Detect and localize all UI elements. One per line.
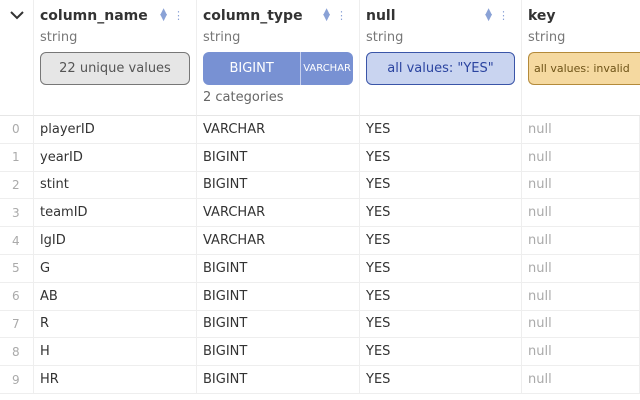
row-index: 9: [0, 366, 34, 394]
column-type-cell[interactable]: BIGINT: [197, 310, 360, 339]
null-cell[interactable]: YES: [360, 143, 522, 172]
summary-pill[interactable]: 22 unique values: [40, 52, 190, 85]
column-header-column_name[interactable]: column_name string ▲ ▼ ⋮ 22 unique values: [34, 0, 197, 116]
key-cell[interactable]: null: [522, 310, 640, 339]
column-name-cell[interactable]: lgID: [34, 227, 197, 255]
more-options-icon[interactable]: ⋮: [336, 9, 347, 22]
column-name-cell[interactable]: R: [34, 310, 197, 339]
null-cell[interactable]: YES: [360, 199, 522, 228]
column-type-cell[interactable]: BIGINT: [197, 143, 360, 172]
null-cell[interactable]: YES: [360, 227, 522, 255]
summary-pill[interactable]: all values: "YES": [366, 52, 515, 85]
column-type-cell[interactable]: BIGINT: [197, 338, 360, 367]
column-name-cell[interactable]: HR: [34, 366, 197, 394]
chevron-down-icon: [9, 11, 24, 20]
null-cell[interactable]: YES: [360, 282, 522, 311]
key-cell[interactable]: null: [522, 338, 640, 367]
key-cell[interactable]: null: [522, 116, 640, 144]
column-type-cell[interactable]: BIGINT: [197, 171, 360, 200]
category-bar: BIGINT VARCHAR: [203, 52, 353, 85]
column-title: null: [366, 8, 396, 24]
column-header-null[interactable]: null string ▲ ▼ ⋮ all values: "YES": [360, 0, 522, 116]
column-type-cell[interactable]: BIGINT: [197, 254, 360, 283]
row-index: 6: [0, 282, 34, 311]
collapse-toggle[interactable]: [0, 0, 34, 116]
null-cell[interactable]: YES: [360, 116, 522, 144]
sort-icon[interactable]: ▲ ▼: [485, 7, 492, 23]
row-index: 5: [0, 254, 34, 283]
row-index: 3: [0, 199, 34, 228]
row-index: 1: [0, 143, 34, 172]
more-options-icon[interactable]: ⋮: [498, 9, 509, 22]
row-index: 2: [0, 171, 34, 200]
key-cell[interactable]: null: [522, 227, 640, 255]
null-cell[interactable]: YES: [360, 171, 522, 200]
column-name-cell[interactable]: stint: [34, 171, 197, 200]
row-index: 0: [0, 116, 34, 144]
column-name-cell[interactable]: playerID: [34, 116, 197, 144]
null-cell[interactable]: YES: [360, 254, 522, 283]
column-name-cell[interactable]: AB: [34, 282, 197, 311]
column-title: column_type: [203, 8, 303, 24]
sort-icon[interactable]: ▲ ▼: [160, 7, 167, 23]
row-index: 4: [0, 227, 34, 255]
row-index: 8: [0, 338, 34, 367]
null-cell[interactable]: YES: [360, 310, 522, 339]
category-count: 2 categories: [203, 90, 284, 105]
column-type-label: string: [528, 30, 566, 45]
key-cell[interactable]: null: [522, 366, 640, 394]
column-name-cell[interactable]: H: [34, 338, 197, 367]
column-name-cell[interactable]: yearID: [34, 143, 197, 172]
column-name-cell[interactable]: teamID: [34, 199, 197, 228]
category-segment-bigint[interactable]: BIGINT: [203, 52, 302, 85]
column-type-cell[interactable]: VARCHAR: [197, 199, 360, 228]
column-header-column_type[interactable]: column_type string ▲ ▼ ⋮ BIGINT VARCHAR 2 …: [197, 0, 360, 116]
column-name-cell[interactable]: G: [34, 254, 197, 283]
column-type-cell[interactable]: VARCHAR: [197, 116, 360, 144]
column-type-cell[interactable]: VARCHAR: [197, 227, 360, 255]
key-cell[interactable]: null: [522, 254, 640, 283]
key-cell[interactable]: null: [522, 171, 640, 200]
sort-icon[interactable]: ▲ ▼: [323, 7, 330, 23]
row-index: 7: [0, 310, 34, 339]
column-type-cell[interactable]: BIGINT: [197, 282, 360, 311]
column-title: column_name: [40, 8, 148, 24]
column-title: key: [528, 8, 556, 24]
summary-pill[interactable]: all values: invalid: [528, 52, 640, 85]
column-type-label: string: [203, 30, 241, 45]
null-cell[interactable]: YES: [360, 366, 522, 394]
column-type-cell[interactable]: BIGINT: [197, 366, 360, 394]
null-cell[interactable]: YES: [360, 338, 522, 367]
column-type-label: string: [366, 30, 404, 45]
key-cell[interactable]: null: [522, 199, 640, 228]
key-cell[interactable]: null: [522, 282, 640, 311]
key-cell[interactable]: null: [522, 143, 640, 172]
category-segment-varchar[interactable]: VARCHAR: [303, 63, 351, 74]
column-type-label: string: [40, 30, 78, 45]
more-options-icon[interactable]: ⋮: [173, 9, 184, 22]
column-header-key[interactable]: key string all values: invalid: [522, 0, 640, 116]
